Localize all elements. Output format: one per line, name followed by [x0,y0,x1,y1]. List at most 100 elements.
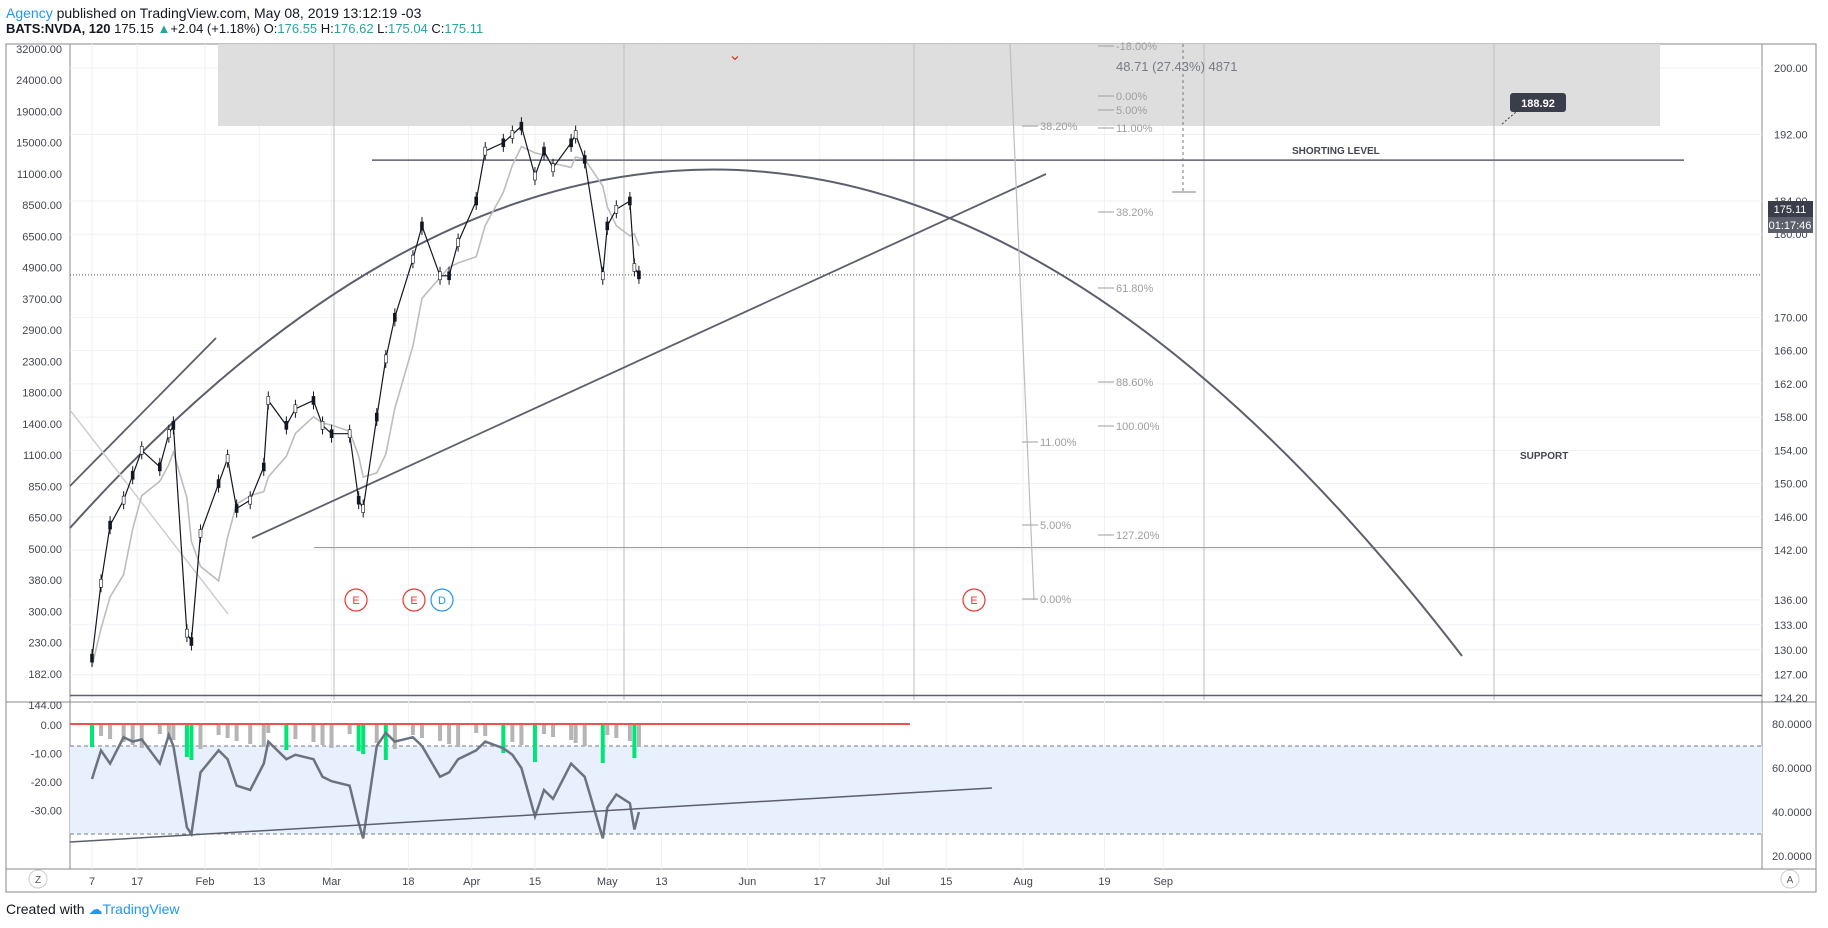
histogram-bar [573,725,578,743]
y-left-tick-label: 3700.00 [22,294,62,306]
y-right-tick-label: 133.00 [1774,620,1808,632]
candle-body [216,479,221,488]
y-left-tick-label: 15000.00 [16,138,62,150]
y-left-tick-label: 144.00 [28,700,62,712]
candle-body [90,653,94,663]
close-value: 175.11 [444,21,484,36]
trendline-lower [251,173,1047,539]
histogram-bar [261,725,266,747]
y-left-tick-label: 650.00 [28,513,62,525]
candle-body [198,529,203,538]
candle-body [393,313,397,322]
price-line [91,125,640,659]
y-left-tick-label: 4900.00 [22,263,62,275]
candle-body [189,637,194,646]
y-left-tick-label: 8500.00 [22,200,62,212]
low-label: L: [377,21,389,36]
price-tag-value: 188.92 [1521,98,1555,110]
published-text: published on TradingView.com, May 08, 20… [52,5,422,21]
histogram-bar [216,725,221,735]
earnings-marker [962,588,986,612]
high-value: 176.62 [333,21,374,36]
candle-body [320,421,325,430]
fib-slant-line [1009,43,1035,601]
osc-left-tick-label: -10.00 [31,749,62,761]
y-left-tick-label: 2900.00 [22,325,62,337]
histogram-bar [234,725,239,741]
candle-body [573,130,578,139]
tradingview-logo-icon[interactable]: ☁ [88,901,103,917]
earnings-marker [344,588,368,612]
histogram-bar [361,725,366,754]
osc-right-tick-label: 80.0000 [1772,719,1812,731]
histogram-bar [532,725,537,762]
y-right-tick-label: 136.00 [1774,595,1808,607]
histogram-bar [320,725,325,745]
histogram-bar [347,725,352,734]
candle-body [533,171,537,181]
candle-body [519,121,524,131]
histogram-bar [542,725,546,734]
moving-average-line [91,145,640,667]
histogram-bar [627,725,632,741]
high-label: H: [320,21,334,36]
publish-line: Agency published on TradingView.com, May… [6,5,421,21]
histogram-bar [410,725,415,735]
histogram-bar [139,725,144,748]
log-scale-button[interactable] [28,869,48,889]
price-series [90,117,641,668]
histogram-bar [510,725,515,742]
support-label: SUPPORT [1520,451,1568,462]
tradingview-brand[interactable]: TradingView [102,901,180,917]
y-left-tick-label: 1800.00 [22,388,62,400]
histogram-bar [474,725,479,733]
x-tick-label: Aug [1013,876,1033,888]
open-value: 176.55 [277,21,318,36]
y-right-tick-label: 124.20 [1774,693,1808,705]
candle-body [510,130,515,139]
x-tick-label: 15 [940,876,952,888]
author-link[interactable]: Agency [6,5,53,21]
histogram-bar [225,725,230,738]
candle-body [99,579,103,588]
candle-body [185,628,189,638]
earnings-marker [402,588,426,612]
x-tick-label: Sep [1153,876,1173,888]
chart-canvas[interactable]: -18.00% 0.00% 5.00% 11.00% 38.20% 38.20% 61.80… [0,42,1828,897]
candle-body [420,221,424,231]
histogram-bar [551,725,556,737]
low-value: 175.04 [388,21,428,36]
y-right-tick-label: 200.00 [1774,63,1808,75]
x-tick-label: 13 [655,876,667,888]
candle-body [637,270,641,280]
y-right-tick-label: 130.00 [1774,645,1808,657]
price-tag: 188.92 [1501,93,1566,125]
auto-scale-button[interactable] [1780,869,1800,889]
histogram-bar [392,725,397,749]
fib-label: 61.80% [1116,283,1154,295]
candle-body [632,263,637,272]
candle-body [347,429,352,438]
candle-body [356,495,361,505]
event-marker-label: E [970,595,977,607]
candle-body [234,504,239,513]
y-left-tick-label: 32000.00 [16,44,62,56]
close-label: C: [431,21,445,36]
candle-body [225,454,230,463]
annotation-labels: 48.71 (27.43%) 4871 SHORTING LEVEL SUPPO… [1116,59,1568,462]
candle-body [628,196,632,206]
y-right-tick-label: 192.00 [1774,129,1808,141]
x-tick-label: 13 [253,876,265,888]
candle-body [121,495,126,505]
candle-body [158,462,162,472]
x-tick-label: Jun [739,876,757,888]
fib-label: 38.20% [1116,207,1154,219]
down-arrow-icon: ⌄ [728,47,741,64]
y-right-tick-label: 154.00 [1774,445,1808,457]
histogram-bar [456,725,461,747]
candle-body [329,429,334,438]
corner-buttons: Z A [28,869,1800,889]
auto-scale-button-label: A [1787,875,1794,886]
histogram-bar [121,725,126,742]
histogram-bar [248,725,253,744]
